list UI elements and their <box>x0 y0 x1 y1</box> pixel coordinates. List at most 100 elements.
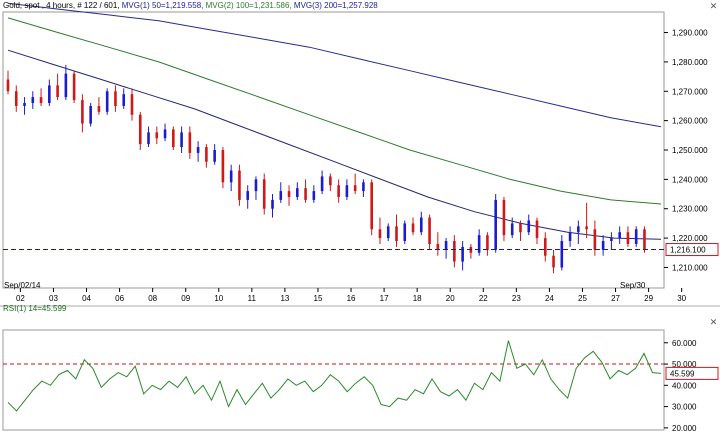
candle-body <box>461 246 464 262</box>
candle-body <box>262 179 266 209</box>
ma50-label: MVG(1) 50=1,219.558, <box>121 1 204 10</box>
x-tick-label: 04 <box>82 294 91 303</box>
candle-body <box>411 223 415 233</box>
x-tick-label: 24 <box>545 294 554 303</box>
start-date-label: Sep/02/14 <box>4 281 41 290</box>
x-tick-label: 03 <box>49 294 58 303</box>
candle-body <box>378 229 382 239</box>
candle-body <box>585 226 588 230</box>
rsi-tick-label: 50.000 <box>672 360 697 369</box>
candle-body <box>23 103 26 106</box>
candle-body <box>362 182 365 192</box>
candle-body <box>279 191 283 200</box>
ma50-line <box>7 49 662 240</box>
candle-body <box>180 132 183 148</box>
candle-body <box>320 176 324 192</box>
candle-body <box>345 185 349 197</box>
candle-body <box>477 235 481 253</box>
candle-body <box>254 179 258 192</box>
candle-body <box>626 232 630 244</box>
current-price-box <box>665 243 719 257</box>
candle-body <box>403 223 407 242</box>
candle-body <box>238 170 241 200</box>
x-tick-label: 18 <box>413 294 422 303</box>
candle-body <box>172 129 175 148</box>
candle-body <box>428 217 431 244</box>
candle-body <box>568 232 572 242</box>
x-tick-label: 25 <box>578 294 587 303</box>
candle-body <box>196 147 200 153</box>
rsi-tick-label: 30.000 <box>672 403 697 412</box>
x-tick-label: 30 <box>677 294 686 303</box>
rsi-current-label: 45.599 <box>670 369 695 378</box>
candle-body <box>271 199 274 209</box>
candle-body <box>48 85 51 104</box>
candle-body <box>64 73 68 98</box>
candle-body <box>213 150 216 162</box>
candle-body <box>527 220 531 233</box>
candle-body <box>353 185 357 192</box>
candle-body <box>147 132 150 145</box>
candle-body <box>634 229 638 244</box>
candle-body <box>643 229 646 250</box>
candle-body <box>453 241 456 262</box>
candle-body <box>89 105 92 124</box>
y-tick-label: 1,230.000 <box>672 205 708 214</box>
main-plot-frame <box>2 11 665 289</box>
x-tick-label: 02 <box>16 294 25 303</box>
candle-body <box>519 223 522 233</box>
y-tick-label: 1,250.000 <box>672 146 708 155</box>
candle-body <box>138 114 142 145</box>
x-tick-label: 13 <box>280 294 289 303</box>
x-tick-label: 09 <box>181 294 190 303</box>
ma200-label: MVG(3) 200=1,257.928 <box>293 1 378 10</box>
candle-body <box>444 241 448 250</box>
candle-body <box>601 241 605 250</box>
x-tick-label: 23 <box>512 294 521 303</box>
rsi-line <box>7 340 662 412</box>
candle-body <box>304 188 307 200</box>
candle-body <box>395 226 398 242</box>
candle-body <box>436 243 440 250</box>
ma200-line <box>7 2 662 128</box>
x-tick-label: 20 <box>446 294 455 303</box>
x-tick-label: 16 <box>347 294 356 303</box>
candle-body <box>486 235 489 250</box>
y-tick-label: 1,240.000 <box>672 175 708 184</box>
y-tick-label: 1,290.000 <box>672 29 708 38</box>
candle-body <box>593 229 597 250</box>
candle-body <box>287 191 291 197</box>
candle-body <box>610 238 613 242</box>
candle-body <box>535 220 539 239</box>
candle-body <box>105 91 109 112</box>
candle-body <box>114 91 117 106</box>
x-tick-label: 29 <box>644 294 653 303</box>
rsi-close-icon[interactable]: ✕ <box>709 317 718 327</box>
x-tick-label: 22 <box>479 294 488 303</box>
close-icon[interactable]: ✕ <box>709 1 718 11</box>
x-tick-label: 15 <box>314 294 323 303</box>
candle-body <box>14 91 18 106</box>
y-tick-label: 1,280.000 <box>672 58 708 67</box>
candle-body <box>296 188 299 197</box>
candle-body <box>510 223 514 236</box>
candle-body <box>72 73 76 101</box>
candle-body <box>246 191 250 200</box>
candle-body <box>552 255 555 268</box>
candle-body <box>163 129 167 139</box>
candle-body <box>312 191 316 200</box>
candle-body <box>543 238 547 256</box>
current-price-label: 1,216.100 <box>670 246 706 255</box>
candle-body <box>618 232 621 239</box>
y-tick-label: 1,220.000 <box>672 234 708 243</box>
rsi-plot-frame <box>2 329 665 431</box>
candle-body <box>329 176 332 186</box>
candle-body <box>122 94 126 106</box>
x-tick-label: 06 <box>115 294 124 303</box>
candle-body <box>560 241 564 268</box>
candle-body <box>370 182 373 230</box>
x-tick-label: 10 <box>214 294 223 303</box>
rsi-tick-label: 20.000 <box>672 424 697 433</box>
rsi-current-box <box>665 366 719 380</box>
